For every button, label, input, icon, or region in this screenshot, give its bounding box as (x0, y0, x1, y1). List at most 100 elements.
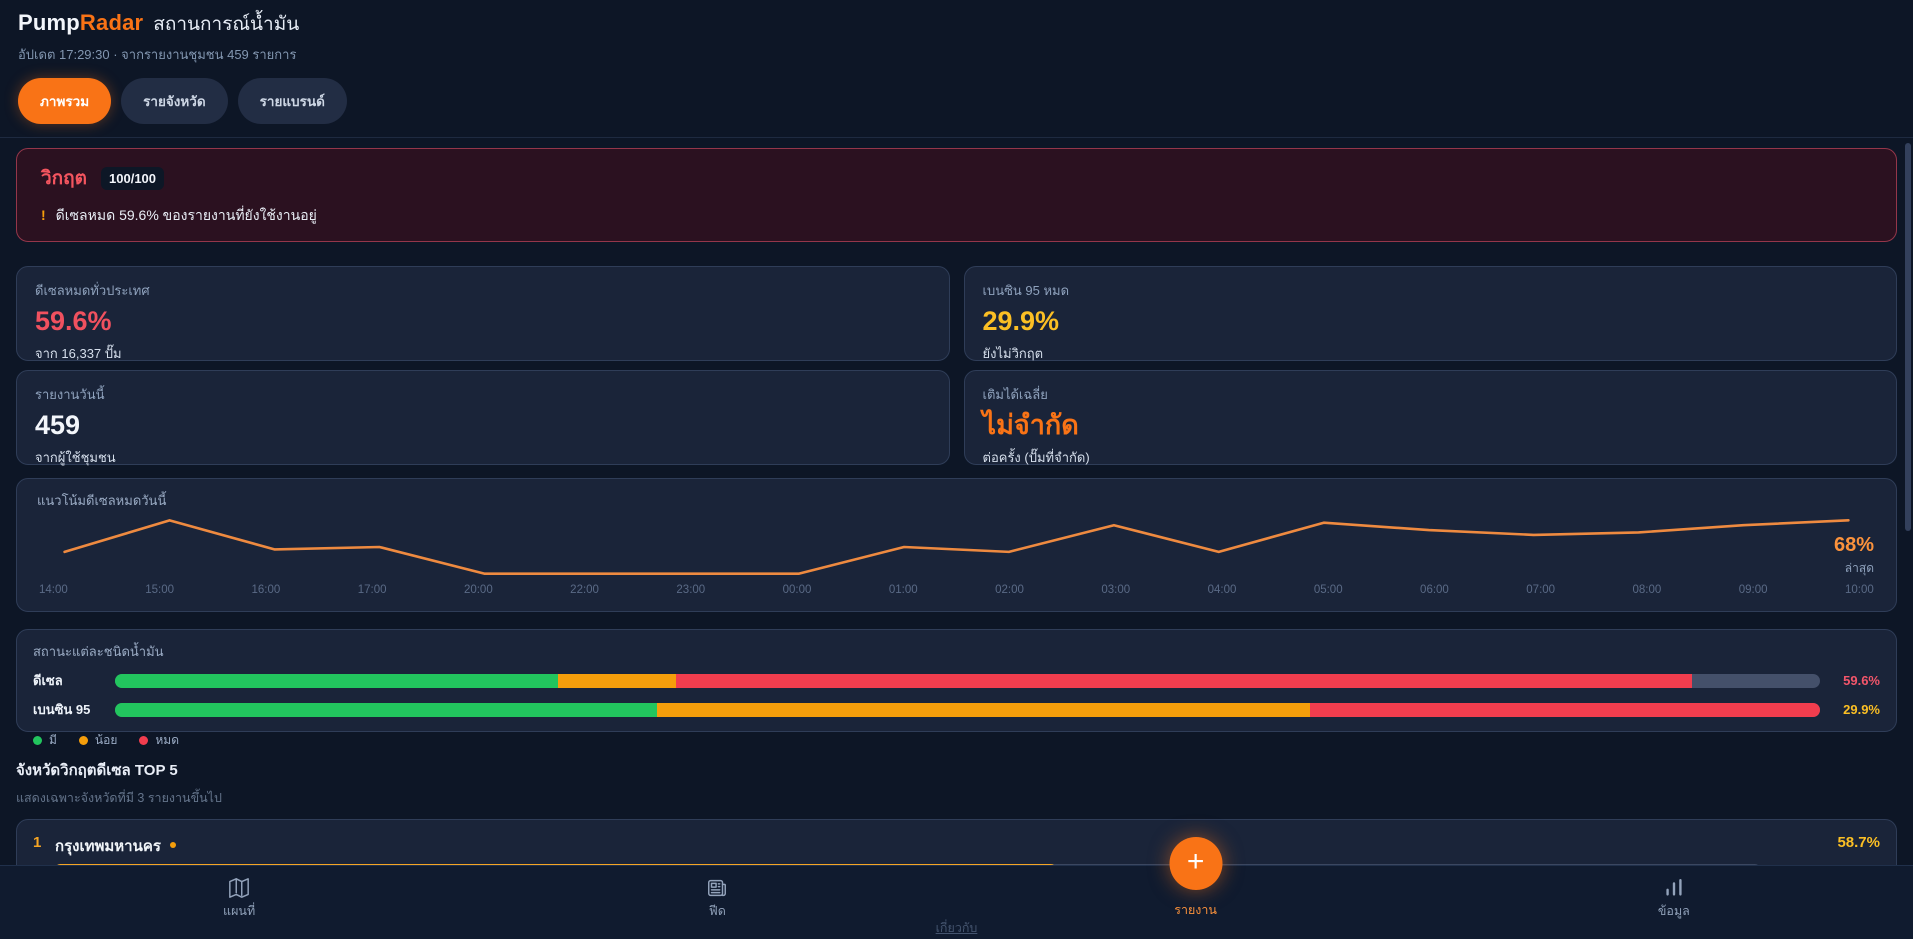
alert-level-label: วิกฤต (41, 168, 88, 189)
x-axis-label: 04:00 (1207, 584, 1237, 596)
tab-รายจังหวัด[interactable]: รายจังหวัด (121, 78, 228, 124)
fuel-row: ดีเซล 59.6% (33, 670, 1880, 691)
x-axis-label: 02:00 (995, 584, 1024, 596)
warning-icon: ! (41, 207, 46, 223)
page-title: สถานการณ์น้ำมัน (153, 14, 300, 35)
fuel-segment-มี (115, 673, 559, 688)
tab-bar: ภาพรวม รายจังหวัด รายแบรนด์ (18, 78, 1895, 137)
nav-item-แผนที่[interactable]: แผนที่ (0, 866, 478, 939)
stat-label: ดีเซลหมดทั่วประเทศ (35, 283, 150, 298)
trend-line-chart (37, 515, 1876, 579)
stat-label: เติมได้เฉลี่ย (982, 387, 1048, 402)
trend-chart-title: แนวโน้มดีเซลหมดวันนี้ (37, 493, 167, 508)
x-axis-label: 23:00 (676, 584, 706, 596)
x-axis-label: 00:00 (782, 584, 812, 596)
diesel-trend-card: แนวโน้มดีเซลหมดวันนี้ 68% ล่าสุด 14:00 15… (16, 478, 1897, 612)
stat-card: รายงานวันนี้ 459 จากผู้ใช้ชุมชน (16, 370, 950, 465)
top5-title: จังหวัดวิกฤตดีเซล TOP 5 (16, 762, 178, 779)
x-axis-label: 17:00 (357, 584, 387, 596)
tab-ภาพรวม[interactable]: ภาพรวม (18, 78, 112, 124)
fuel-row: เบนซิน 95 29.9% (33, 699, 1880, 720)
feed-icon (706, 877, 728, 899)
fuel-out-percent: 29.9% (1843, 702, 1880, 717)
stat-value: 459 (35, 410, 81, 440)
recent-report-dot-icon (169, 842, 176, 848)
fuel-segment-มี (115, 702, 658, 717)
critical-alert-banner: วิกฤต 100/100 ! ดีเซลหมด 59.6% ของรายงานท… (16, 148, 1897, 242)
plus-icon: + (1186, 845, 1205, 878)
nav-label: รายงาน (1174, 903, 1217, 917)
nav-label: ข้อมูล (1657, 904, 1690, 918)
nav-item-รายงาน[interactable]: + รายงาน (957, 837, 1435, 939)
legend-label: หมด (155, 733, 179, 747)
x-axis-label: 09:00 (1738, 584, 1768, 596)
trend-x-axis: 14:00 15:00 16:00 17:00 20:00 22:00 23:00 00:00… (39, 584, 1874, 596)
fuel-stacked-bar (115, 673, 1820, 688)
fuel-segment-หมด (1310, 702, 1820, 717)
fuel-status-rows: ดีเซล 59.6% เบนซิน 95 29.9% (33, 670, 1880, 720)
legend-dot-icon (78, 736, 88, 745)
stat-sub: ยังไม่วิกฤต (982, 346, 1044, 361)
x-axis-label: 22:00 (570, 584, 599, 596)
map-icon (228, 877, 250, 899)
stat-label: เบนซิน 95 หมด (982, 283, 1070, 298)
fuel-out-percent: 59.6% (1843, 673, 1880, 688)
nav-label: แผนที่ (223, 904, 256, 918)
alert-score-badge: 100/100 (101, 166, 165, 190)
main-scroll-area: วิกฤต 100/100 ! ดีเซลหมด 59.6% ของรายงานท… (0, 137, 1913, 884)
app-header: PumpRadar สถานการณ์น้ำมัน อัปเดต 17:29:3… (0, 0, 1913, 137)
nav-label: ฟีด (708, 904, 726, 918)
logo-radar: Radar (79, 10, 144, 35)
legend-dot-icon (139, 736, 149, 745)
top5-subtitle: แสดงเฉพาะจังหวัดที่มี 3 รายงานขึ้นไป (16, 791, 222, 805)
province-percent: 58.7% (1837, 834, 1880, 851)
about-link[interactable]: เกี่ยวกับ (935, 921, 978, 935)
stat-value: 29.9% (982, 306, 1060, 336)
logo-pump: Pump (18, 10, 80, 35)
legend-label: มี (49, 733, 57, 747)
fuel-segment-น้อย (558, 673, 676, 688)
x-axis-label: 07:00 (1526, 584, 1556, 596)
stat-card: ดีเซลหมดทั่วประเทศ 59.6% จาก 16,337 ปั๊ม (16, 266, 950, 361)
fuel-segment-หมด (675, 673, 1693, 688)
province-name-cell: กรุงเทพมหานคร (55, 834, 1760, 858)
x-axis-label: 15:00 (145, 584, 175, 596)
legend-dot-icon (33, 736, 42, 745)
stats-grid: ดีเซลหมดทั่วประเทศ 59.6% จาก 16,337 ปั๊ม เบ… (16, 266, 1897, 465)
trend-latest-value: 68% (1833, 534, 1874, 556)
stat-value: 59.6% (35, 306, 112, 336)
top5-header: จังหวัดวิกฤตดีเซล TOP 5 แสดงเฉพาะจังหวัด… (16, 758, 1897, 808)
fuel-segment-น้อย (657, 702, 1311, 717)
fuel-status-card: สถานะแต่ละชนิดน้ำมัน ดีเซล 59.6% เบนซิน 95… (16, 629, 1897, 747)
x-axis-label: 05:00 (1313, 584, 1343, 596)
stat-sub: ต่อครั้ง (ปั๊มที่จำกัด) (982, 450, 1090, 465)
update-status-line: อัปเดต 17:29:30 · จากรายงานชุมชน 459 ราย… (18, 47, 297, 62)
x-axis-label: 03:00 (1101, 584, 1131, 596)
province-rank: 1 (33, 834, 42, 851)
alert-message: ! ดีเซลหมด 59.6% ของรายงานที่ยังใช้งานอยู… (41, 205, 1872, 227)
province-name: กรุงเทพมหานคร (55, 838, 161, 855)
x-axis-label: 14:00 (39, 584, 68, 596)
nav-item-ฟีด[interactable]: ฟีด (478, 866, 956, 939)
legend-item: มี (33, 731, 57, 750)
add-report-fab[interactable]: + (1169, 837, 1223, 890)
fuel-stacked-bar (115, 702, 1820, 717)
stat-value: ไม่จำกัด (982, 410, 1079, 440)
stat-sub: จากผู้ใช้ชุมชน (35, 450, 116, 465)
stat-label: รายงานวันนี้ (35, 387, 105, 402)
data-icon (1663, 877, 1685, 899)
x-axis-label: 20:00 (463, 584, 493, 596)
vertical-scrollbar-thumb[interactable] (1905, 143, 1911, 531)
app-logo: PumpRadar (18, 10, 143, 36)
fuel-type-label: ดีเซล (33, 673, 63, 688)
stat-card: เติมได้เฉลี่ยไม่จำกัดต่อครั้ง (ปั๊มที่จำ… (963, 370, 1897, 465)
legend-item: หมด (139, 731, 179, 750)
stat-sub: จาก 16,337 ปั๊ม (35, 346, 122, 361)
legend-label: น้อย (94, 733, 118, 747)
fuel-status-legend: มี น้อย หมด (33, 731, 1880, 750)
nav-item-ข้อมูล[interactable]: ข้อมูล (1435, 866, 1913, 939)
fuel-status-title: สถานะแต่ละชนิดน้ำมัน (33, 644, 164, 659)
bottom-navigation: แผนที่ ฟีด + รายงาน ข้อมูลเกี่ยวกับ (0, 837, 1913, 939)
tab-รายแบรนด์[interactable]: รายแบรนด์ (237, 78, 347, 124)
x-axis-label: 01:00 (888, 584, 918, 596)
